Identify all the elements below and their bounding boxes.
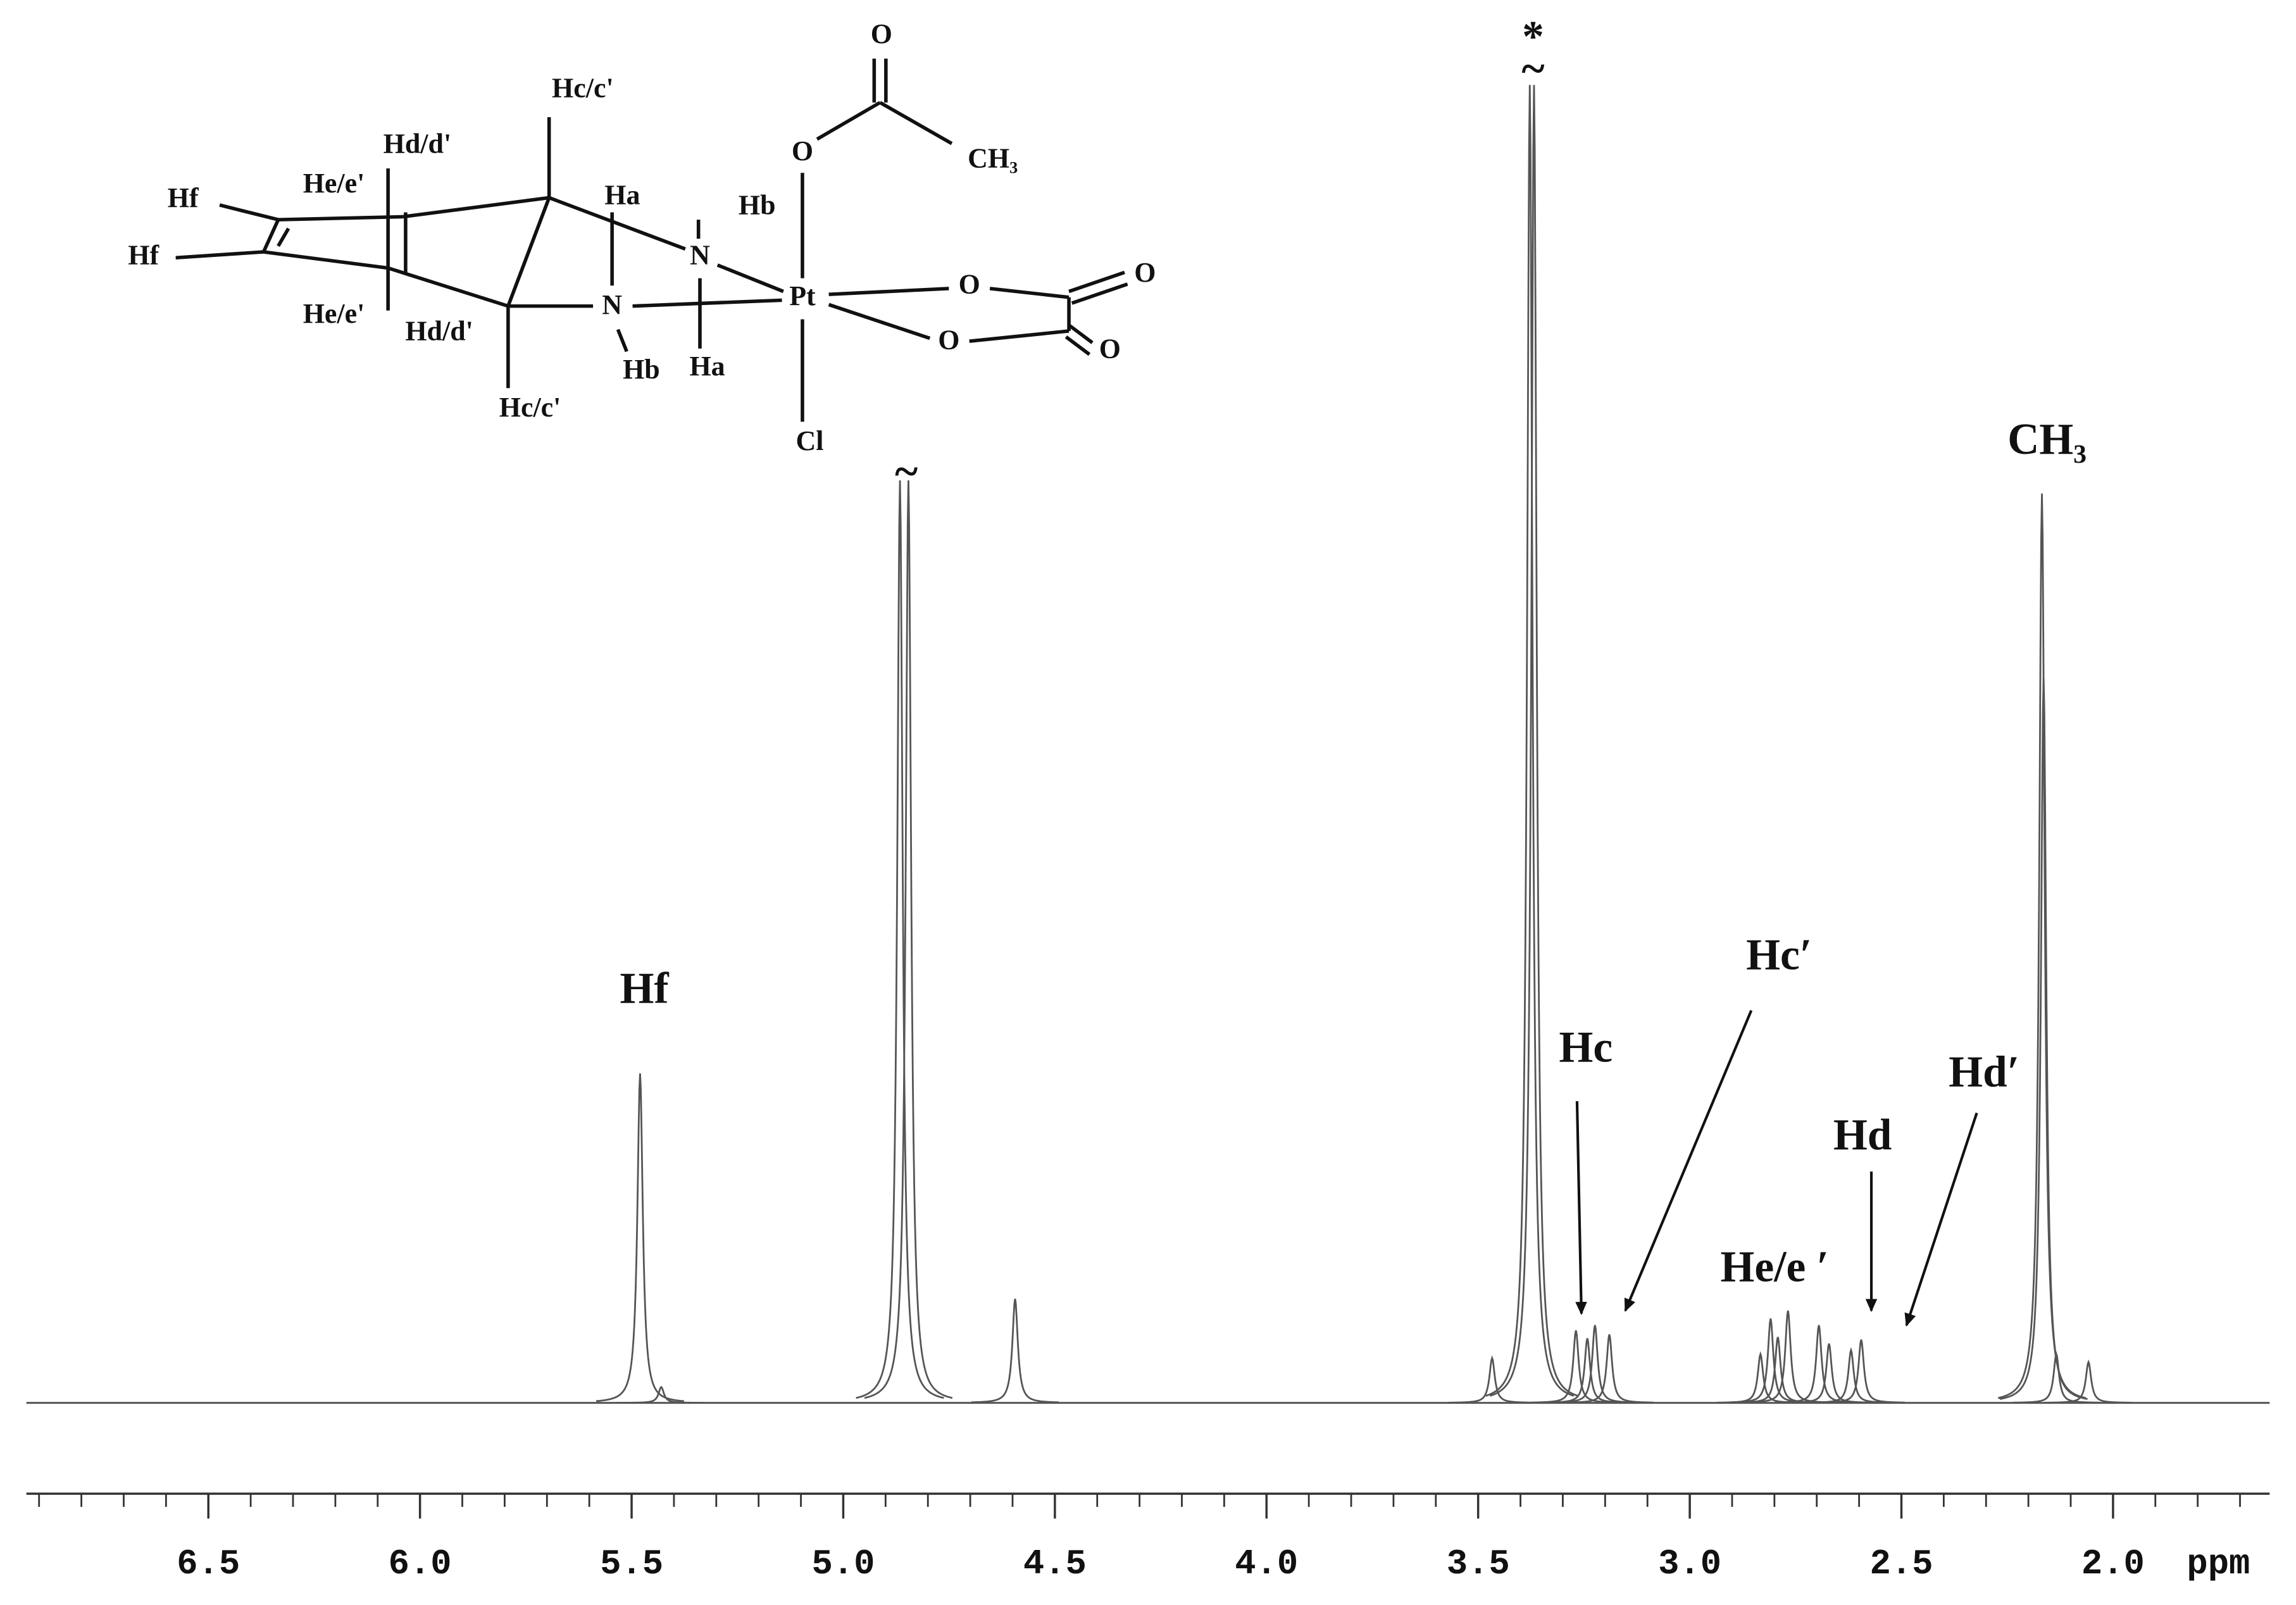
structure-label: Hc/c' [499,392,561,423]
annotation-arrows [1575,1009,1978,1327]
structure-label: Pt [789,280,816,311]
peak-annotation: Hd [1833,1111,1892,1159]
peak [2012,1351,2100,1404]
x-tick-label: 6.0 [389,1544,452,1584]
peak [856,480,944,1399]
peak-annotation: He/e ′ [1720,1242,1829,1291]
peak-annotation: ~ [1521,45,1544,94]
structure-label: O [1134,257,1156,288]
structure-label: Hb [739,190,776,221]
peak [864,480,953,1399]
peak [2044,1359,2133,1404]
structure-label: O [959,269,980,300]
structure-label: Ha [604,180,640,211]
structure-label: Cl [796,425,824,456]
x-axis-label: ppm [2187,1544,2250,1584]
x-tick-label: 5.5 [600,1544,663,1584]
x-tick-label: 5.0 [811,1544,875,1584]
peak [1448,1355,1537,1404]
peak [1997,493,2087,1399]
peak [1490,85,1578,1397]
x-tick-label: 2.5 [1870,1544,1933,1584]
x-tick-label: 4.5 [1023,1544,1087,1584]
peak-annotation: Hf [620,965,670,1013]
peak-annotation: Hd′ [1949,1048,2019,1097]
peak-annotation: Hc′ [1746,930,1812,979]
structure-label: CH₃ [968,143,1018,174]
peak [596,1073,684,1402]
x-tick-label: 4.0 [1235,1544,1298,1584]
structure-label: Hf [128,239,159,270]
structure-bonds [175,58,1128,422]
x-tick-label: 2.0 [2081,1544,2145,1584]
peak-annotation: CH₃ [2007,415,2087,464]
peak [1744,1310,1832,1404]
peak [971,1298,1059,1404]
structure-label: Hf [168,182,199,213]
structure-label: N [690,239,710,270]
structure-label: Hd/d' [405,316,473,347]
peak-annotation: * [1522,13,1544,61]
peak [1785,1343,1873,1404]
structure-label: He/e' [303,298,365,329]
peak-annotation: ~ [895,447,918,496]
peak [1485,85,1575,1397]
structure-label: Hc/c' [552,73,614,104]
peak [617,1385,706,1404]
structure-label: Ha [689,351,725,382]
structure-label: N [602,289,622,320]
structure-label: He/e' [303,168,365,199]
structure-label: O [1099,333,1121,364]
structure-label: O [871,18,892,49]
structure-label: Hd/d' [384,128,452,159]
peak [1817,1339,1906,1404]
peak [1999,678,2088,1400]
x-tick-label: 3.0 [1658,1544,1721,1584]
structure-label: O [792,135,813,166]
x-tick-label: 6.5 [177,1544,240,1584]
peak-annotation: Hc [1559,1023,1613,1071]
structure-label: O [938,325,959,356]
structure-label: Hb [623,354,660,385]
x-tick-label: 3.5 [1447,1544,1510,1584]
peak [1565,1334,1654,1404]
